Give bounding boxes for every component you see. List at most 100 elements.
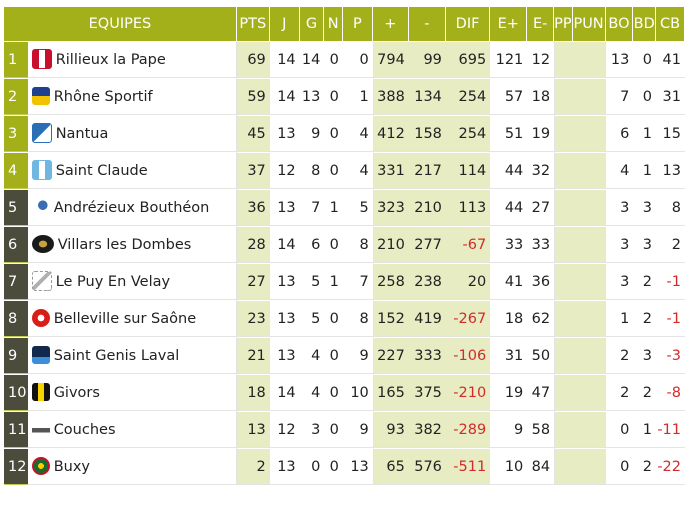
team-name[interactable]: Buxy	[53, 458, 90, 475]
rank-cell: 8	[4, 300, 28, 337]
header-pp[interactable]: PP	[554, 7, 573, 41]
table-row[interactable]: 2 Rhône Sportif 59 14 13 0 1 388 134 254 57 18 7 0 31	[4, 78, 685, 115]
table-row[interactable]: 12 Buxy 2 13 0 0 13 65 576 -511 10 84 0 2 -22	[4, 448, 685, 485]
eminus-cell: 27	[527, 189, 555, 226]
table-row[interactable]: 9 Saint Genis Laval 21 13 4 0 9 227 333 -106 31 50 2…	[4, 337, 685, 374]
header-j[interactable]: J	[269, 7, 300, 41]
team-name[interactable]: Couches	[53, 421, 116, 438]
plus-cell: 152	[372, 300, 409, 337]
team-name[interactable]: Le Puy En Velay	[55, 273, 171, 290]
table-row[interactable]: 6 Villars les Dombes 28 14 6 0 8 210 277 -67 33 33 3…	[4, 226, 685, 263]
plus-cell: 794	[372, 41, 409, 78]
standings-table-container: EQUIPES PTS J G N P + - DIF E+ E- PP PUN…	[4, 7, 685, 485]
table-row[interactable]: 1 Rillieux la Pape 69 14 14 0 0 794 99 695 121 12 13…	[4, 41, 685, 78]
bo-cell: 0	[605, 411, 634, 448]
bo-cell: 6	[605, 115, 634, 152]
pp-cell	[554, 226, 573, 263]
minus-cell: 382	[408, 411, 446, 448]
dif-cell: -67	[445, 226, 491, 263]
header-eplus[interactable]: E+	[490, 7, 528, 41]
n-cell: 0	[324, 152, 343, 189]
buxy-logo	[31, 456, 50, 475]
pp-cell	[554, 78, 573, 115]
team-name[interactable]: Andrézieux Bouthéon	[53, 199, 210, 216]
pp-cell	[554, 411, 573, 448]
bo-cell: 3	[605, 189, 634, 226]
team-cell[interactable]: Nantua	[27, 115, 237, 152]
table-row[interactable]: 7 Le Puy En Velay 27 13 5 1 7 258 238 20 41 36 3 2 -1	[4, 263, 685, 300]
team-cell[interactable]: Saint Genis Laval	[27, 337, 237, 374]
team-cell[interactable]: Givors	[27, 374, 237, 411]
p-cell: 1	[342, 78, 373, 115]
team-cell[interactable]: Rillieux la Pape	[27, 41, 237, 78]
table-row[interactable]: 4 Saint Claude 37 12 8 0 4 331 217 114 44 32 4 1 13	[4, 152, 685, 189]
header-pts[interactable]: PTS	[236, 7, 270, 41]
team-cell[interactable]: Villars les Dombes	[27, 226, 237, 263]
header-minus[interactable]: -	[408, 7, 446, 41]
header-equipes[interactable]: EQUIPES	[4, 7, 237, 41]
g-cell: 6	[299, 226, 325, 263]
cb-cell: -8	[656, 374, 685, 411]
n-cell: 0	[324, 78, 343, 115]
pp-cell	[554, 337, 573, 374]
table-row[interactable]: 3 Nantua 45 13 9 0 4 412 158 254 51 19 6 1 15	[4, 115, 685, 152]
header-bd[interactable]: BD	[633, 7, 657, 41]
eplus-cell: 44	[490, 189, 528, 226]
g-cell: 0	[299, 448, 325, 485]
team-name[interactable]: Villars les Dombes	[57, 236, 192, 253]
plus-cell: 323	[372, 189, 409, 226]
eplus-cell: 121	[490, 41, 528, 78]
pts-cell: 27	[236, 263, 270, 300]
dif-cell: 20	[445, 263, 491, 300]
andrezieux-logo	[31, 197, 50, 216]
header-bo[interactable]: BO	[605, 7, 634, 41]
team-cell[interactable]: Le Puy En Velay	[27, 263, 237, 300]
dif-cell: -289	[445, 411, 491, 448]
team-name[interactable]: Belleville sur Saône	[53, 310, 197, 327]
cb-cell: -11	[656, 411, 685, 448]
team-name[interactable]: Givors	[53, 384, 100, 401]
header-dif[interactable]: DIF	[445, 7, 491, 41]
team-cell[interactable]: Saint Claude	[27, 152, 237, 189]
j-cell: 14	[269, 78, 300, 115]
team-name[interactable]: Saint Genis Laval	[53, 347, 180, 364]
table-row[interactable]: 11 Couches 13 12 3 0 9 93 382 -289 9 58 0 1 -11	[4, 411, 685, 448]
cb-cell: 2	[656, 226, 685, 263]
team-cell[interactable]: Rhône Sportif	[27, 78, 237, 115]
table-row[interactable]: 5 Andrézieux Bouthéon 36 13 7 1 5 323 210 113 44 27…	[4, 189, 685, 226]
bo-cell: 2	[605, 337, 634, 374]
plus-cell: 388	[372, 78, 409, 115]
eminus-cell: 32	[527, 152, 555, 189]
team-name[interactable]: Nantua	[55, 125, 109, 142]
plus-cell: 165	[372, 374, 409, 411]
cb-cell: 15	[656, 115, 685, 152]
header-plus[interactable]: +	[372, 7, 409, 41]
pun-cell	[572, 226, 606, 263]
j-cell: 12	[269, 152, 300, 189]
header-p[interactable]: P	[342, 7, 373, 41]
team-cell[interactable]: Couches	[27, 411, 237, 448]
header-cb[interactable]: CB	[656, 7, 685, 41]
team-name[interactable]: Rillieux la Pape	[55, 51, 166, 68]
team-name[interactable]: Rhône Sportif	[53, 88, 153, 105]
header-eminus[interactable]: E-	[527, 7, 555, 41]
table-row[interactable]: 10 Givors 18 14 4 0 10 165 375 -210 19 47 2 2 -8	[4, 374, 685, 411]
cb-cell: -1	[656, 263, 685, 300]
rank-cell: 10	[4, 374, 28, 411]
eplus-cell: 33	[490, 226, 528, 263]
rank-cell: 1	[4, 41, 28, 78]
n-cell: 0	[324, 115, 343, 152]
pun-cell	[572, 300, 606, 337]
plus-cell: 210	[372, 226, 409, 263]
header-pun[interactable]: PUN	[572, 7, 606, 41]
table-row[interactable]: 8 Belleville sur Saône 23 13 5 0 8 152 419 -267 18…	[4, 300, 685, 337]
g-cell: 3	[299, 411, 325, 448]
g-cell: 8	[299, 152, 325, 189]
team-name[interactable]: Saint Claude	[55, 162, 148, 179]
team-cell[interactable]: Belleville sur Saône	[27, 300, 237, 337]
team-cell[interactable]: Andrézieux Bouthéon	[27, 189, 237, 226]
team-cell[interactable]: Buxy	[27, 448, 237, 485]
header-n[interactable]: N	[324, 7, 343, 41]
header-g[interactable]: G	[299, 7, 325, 41]
pp-cell	[554, 263, 573, 300]
